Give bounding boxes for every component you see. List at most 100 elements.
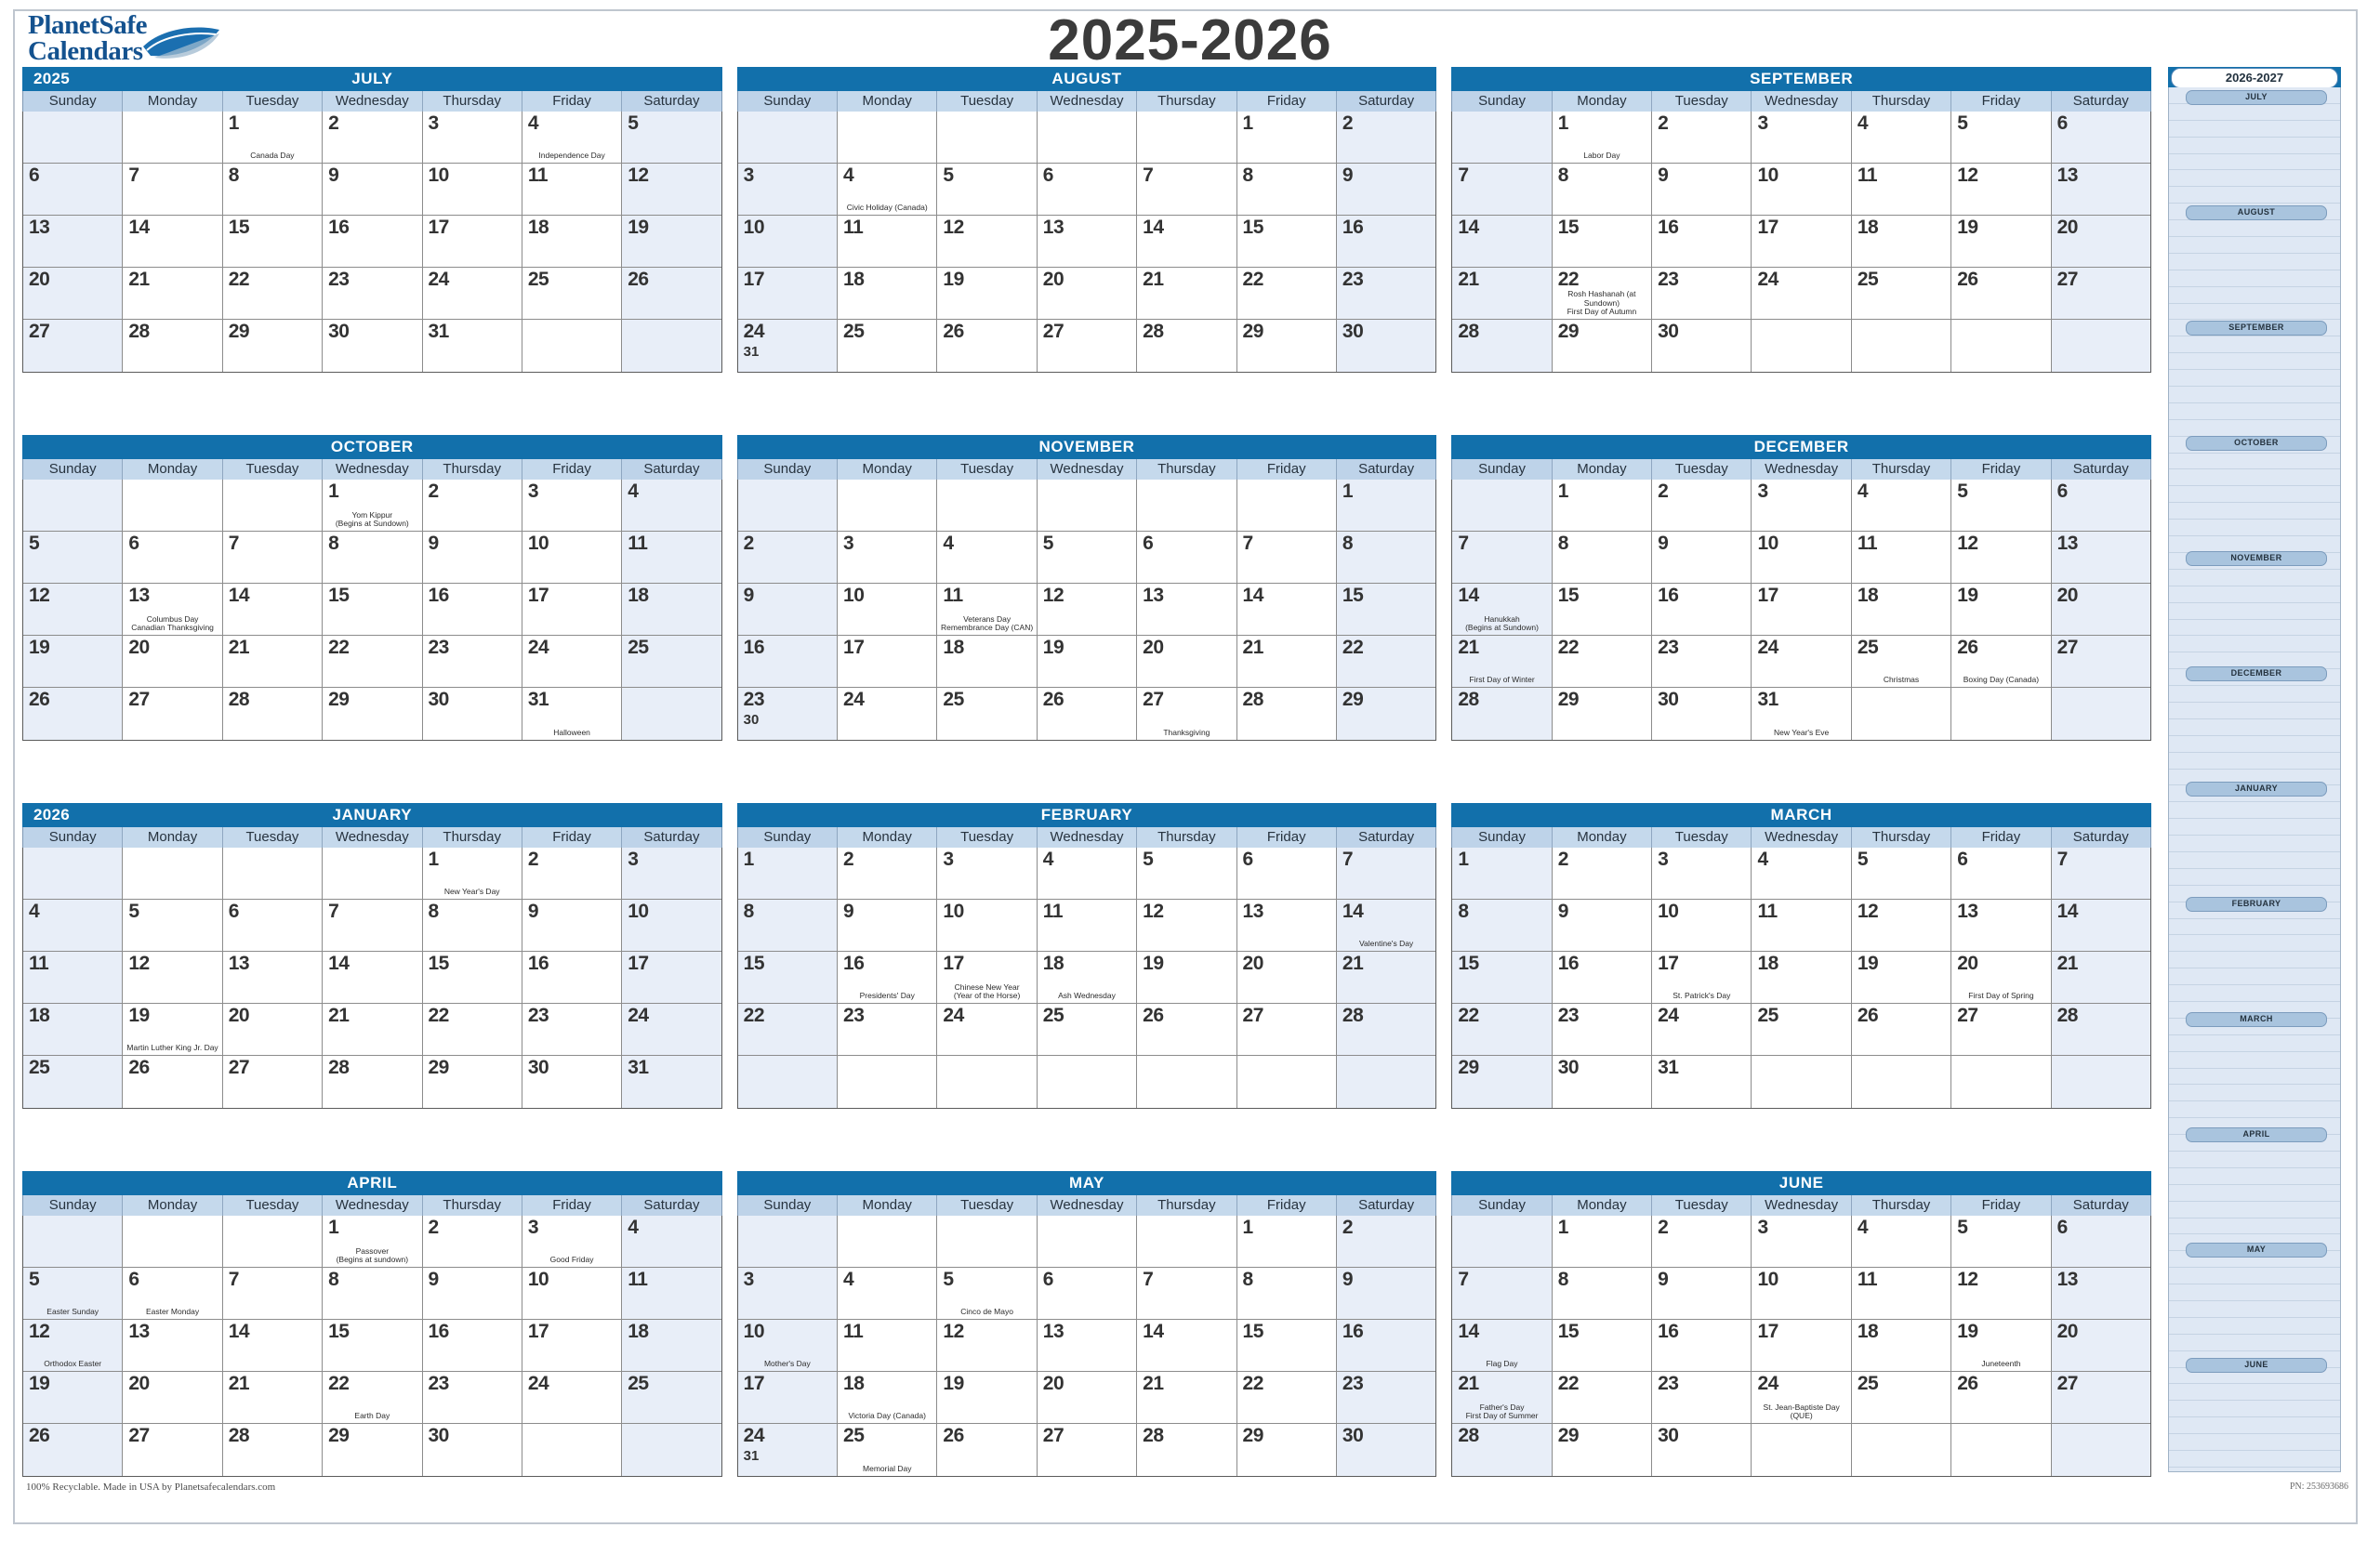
day-cell[interactable]: 31 New Year's Eve <box>1752 688 1852 740</box>
day-cell[interactable] <box>522 1424 623 1476</box>
day-cell[interactable]: 27 <box>123 688 223 740</box>
day-cell[interactable]: 11 <box>1851 1268 1952 1320</box>
day-cell[interactable]: 23 <box>838 1004 938 1056</box>
day-cell[interactable]: 15 <box>737 952 839 1004</box>
day-cell[interactable]: 2 <box>323 112 423 164</box>
day-cell[interactable]: 4 Independence Day <box>522 112 623 164</box>
day-cell[interactable]: 7 <box>123 164 223 216</box>
sidebar-line[interactable] <box>2169 287 2340 304</box>
day-cell[interactable]: 14 Flag Day <box>1452 1320 1553 1372</box>
day-cell[interactable] <box>737 112 839 164</box>
day-cell[interactable]: 10 <box>422 164 522 216</box>
day-cell[interactable]: 10 <box>1752 164 1852 216</box>
day-cell[interactable]: 17 <box>1752 1320 1852 1372</box>
day-cell[interactable]: 14 <box>1452 216 1553 268</box>
sidebar-line[interactable] <box>2169 620 2340 637</box>
day-cell[interactable]: 28 <box>1137 1424 1237 1476</box>
day-cell[interactable]: 20 <box>222 1004 324 1056</box>
day-cell[interactable]: 11 <box>23 952 124 1004</box>
day-cell[interactable]: 20 <box>23 268 124 320</box>
day-cell[interactable]: 29 <box>1552 1424 1653 1476</box>
day-cell[interactable]: 4 <box>1037 848 1138 900</box>
day-cell[interactable]: 22 <box>222 268 324 320</box>
day-cell[interactable]: 20 <box>1137 636 1237 688</box>
day-cell[interactable]: 8 <box>422 900 522 952</box>
day-cell[interactable]: 22 <box>323 636 423 688</box>
day-cell[interactable]: 30 <box>522 1056 623 1108</box>
day-cell[interactable] <box>1137 1216 1237 1268</box>
day-cell[interactable] <box>1452 480 1553 532</box>
day-cell[interactable]: 28 <box>323 1056 423 1108</box>
day-cell[interactable]: 24 <box>838 688 938 740</box>
day-cell[interactable] <box>1452 112 1553 164</box>
day-cell[interactable]: 17 <box>422 216 522 268</box>
day-cell[interactable]: 22 <box>1552 1372 1653 1424</box>
day-cell[interactable]: 6 <box>1037 1268 1138 1320</box>
day-cell[interactable]: 10 <box>1752 1268 1852 1320</box>
sidebar-line[interactable] <box>2169 320 2340 337</box>
day-cell[interactable]: 9 <box>1652 1268 1752 1320</box>
day-cell[interactable]: 20 <box>123 1372 223 1424</box>
sidebar-month-december[interactable]: DECEMBER <box>2186 666 2327 681</box>
sidebar-line[interactable] <box>2169 1368 2340 1385</box>
day-cell[interactable]: 19 <box>23 636 124 688</box>
day-cell[interactable]: 7 <box>323 900 423 952</box>
sidebar-line[interactable] <box>2169 586 2340 603</box>
day-cell[interactable]: 6 <box>123 532 223 584</box>
day-cell[interactable]: 18 <box>23 1004 124 1056</box>
day-cell[interactable]: 17 <box>522 1320 623 1372</box>
day-cell[interactable]: 21 <box>1236 636 1337 688</box>
day-cell[interactable]: 15 <box>323 1320 423 1372</box>
day-cell[interactable]: 29 <box>1552 320 1653 372</box>
sidebar-line[interactable] <box>2169 304 2340 321</box>
day-cell[interactable]: 23 <box>1652 636 1752 688</box>
day-cell[interactable]: 20 <box>123 636 223 688</box>
day-cell[interactable]: 18 <box>838 268 938 320</box>
day-cell[interactable]: 18 <box>937 636 1038 688</box>
sidebar-line[interactable] <box>2169 686 2340 703</box>
day-cell[interactable]: 9 <box>422 532 522 584</box>
day-cell[interactable]: 11 <box>622 532 721 584</box>
day-cell[interactable]: 31 <box>1652 1056 1752 1108</box>
day-cell[interactable]: 18 <box>1851 216 1952 268</box>
day-cell[interactable]: 3 <box>838 532 938 584</box>
day-cell[interactable] <box>737 480 839 532</box>
day-cell[interactable]: 4 <box>1851 480 1952 532</box>
sidebar-line[interactable] <box>2169 1384 2340 1402</box>
day-cell[interactable]: 20 <box>1236 952 1337 1004</box>
sidebar-line[interactable] <box>2169 603 2340 620</box>
day-cell[interactable]: 19 Martin Luther King Jr. Day <box>123 1004 223 1056</box>
day-cell[interactable]: 13 <box>1951 900 2052 952</box>
day-cell[interactable]: 27 <box>123 1424 223 1476</box>
day-cell[interactable]: 17 <box>737 1372 839 1424</box>
day-cell[interactable]: 9 <box>737 584 839 636</box>
day-cell[interactable] <box>23 480 124 532</box>
day-cell[interactable]: 1 <box>1236 112 1337 164</box>
day-cell[interactable]: 12 <box>622 164 721 216</box>
day-cell[interactable]: 28 <box>123 320 223 372</box>
day-cell[interactable]: 1 Canada Day <box>222 112 324 164</box>
day-cell[interactable]: 19 <box>622 216 721 268</box>
day-cell[interactable] <box>2051 320 2150 372</box>
day-cell[interactable]: 30 <box>323 320 423 372</box>
day-cell[interactable]: 1 <box>1236 1216 1337 1268</box>
day-cell[interactable] <box>1336 1056 1436 1108</box>
day-cell[interactable]: 19 <box>23 1372 124 1424</box>
day-cell[interactable]: 1 Passover (Begins at sundown) <box>323 1216 423 1268</box>
day-cell[interactable]: 21 <box>1452 268 1553 320</box>
day-cell[interactable]: 25 <box>1752 1004 1852 1056</box>
day-cell[interactable]: 24 <box>622 1004 721 1056</box>
day-cell[interactable] <box>1037 480 1138 532</box>
day-cell[interactable]: 28 <box>1137 320 1237 372</box>
sidebar-line[interactable] <box>2169 1451 2340 1468</box>
day-cell[interactable] <box>1452 1216 1553 1268</box>
day-cell[interactable]: 2 <box>1552 848 1653 900</box>
day-cell[interactable] <box>222 848 324 900</box>
day-cell[interactable]: 28 <box>1236 688 1337 740</box>
day-cell[interactable]: 2 <box>1652 112 1752 164</box>
sidebar-line[interactable] <box>2169 1135 2340 1152</box>
sidebar-month-november[interactable]: NOVEMBER <box>2186 551 2327 566</box>
sidebar-line[interactable] <box>2169 254 2340 270</box>
day-cell[interactable]: 22 <box>1336 636 1436 688</box>
day-cell[interactable]: 1 Yom Kippur (Begins at Sundown) <box>323 480 423 532</box>
